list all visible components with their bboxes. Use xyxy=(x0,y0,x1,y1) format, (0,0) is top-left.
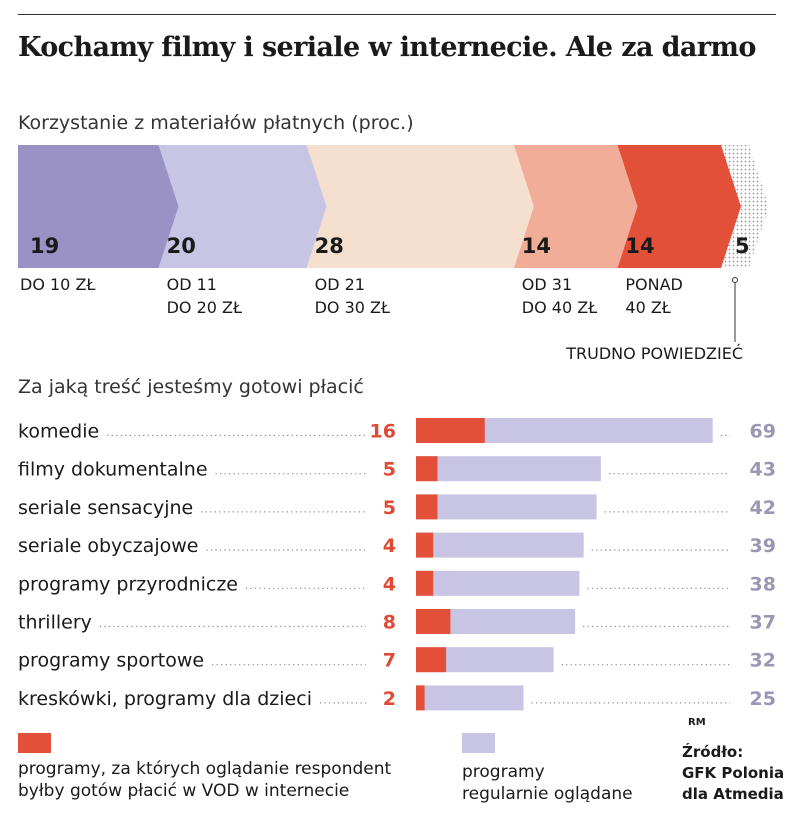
paid-bar xyxy=(416,647,447,673)
category-label: thrillery xyxy=(18,612,92,634)
regular-bar xyxy=(416,532,584,558)
chevron-label: OD 11 xyxy=(167,275,217,294)
callout-dot xyxy=(732,277,738,283)
regular-bar xyxy=(416,685,524,711)
chevron-segment xyxy=(721,145,769,268)
paid-value-label: 8 xyxy=(383,612,396,634)
chart-title: Kochamy filmy i seriale w internecie. Al… xyxy=(18,32,756,63)
source-note: Źródło: xyxy=(682,742,743,761)
chevron-segment xyxy=(513,145,638,268)
paid-value-label: 4 xyxy=(383,535,396,557)
chevron-label: DO 30 ZŁ xyxy=(315,298,390,317)
regular-value-label: 39 xyxy=(750,535,776,557)
top-chart-subtitle: Korzystanie z materiałów płatnych (proc.… xyxy=(18,112,414,134)
regular-value-label: 25 xyxy=(750,688,776,710)
chevron-value: 14 xyxy=(522,234,551,258)
chevron-value: 28 xyxy=(315,234,344,258)
regular-value-label: 43 xyxy=(750,459,776,481)
regular-bar xyxy=(416,494,597,520)
paid-value-label: 7 xyxy=(383,650,396,672)
chevron-label: 40 ZŁ xyxy=(625,298,670,317)
chevron-label: DO 40 ZŁ xyxy=(522,298,597,317)
paid-bar xyxy=(416,609,451,634)
chevron-segment xyxy=(617,145,741,268)
category-label: seriale obyczajowe xyxy=(18,535,198,557)
paid-value-label: 5 xyxy=(383,459,396,481)
paid-value-label: 4 xyxy=(383,573,396,595)
top-rule xyxy=(18,14,776,15)
source-note: dla Atmedia xyxy=(682,785,784,803)
legend-label-paid: byłby gotów płacić w VOD w internecie xyxy=(18,781,349,801)
chevron-segment xyxy=(158,145,327,268)
chevron-label: OD 31 xyxy=(522,275,572,294)
chevron-segment xyxy=(18,145,179,268)
regular-value-label: 32 xyxy=(750,650,776,672)
regular-value-label: 37 xyxy=(750,612,776,634)
paid-bar xyxy=(416,456,438,482)
chevron-label: DO 20 ZŁ xyxy=(167,298,242,317)
paid-bar xyxy=(416,685,425,711)
author-credit: RM xyxy=(688,717,706,728)
legend-swatch-paid xyxy=(18,733,51,753)
legend-label-regular: programy xyxy=(462,762,545,782)
paid-bar xyxy=(416,570,434,596)
chevron-value: 19 xyxy=(30,234,59,258)
regular-bar xyxy=(416,456,601,482)
chevron-segment xyxy=(306,145,534,268)
paid-value-label: 5 xyxy=(383,497,396,519)
chevron-value: 5 xyxy=(735,234,750,258)
chevron-label: TRUDNO POWIEDZIEĆ xyxy=(565,344,743,363)
category-label: seriale sensacyjne xyxy=(18,497,193,519)
paid-bar xyxy=(416,532,434,558)
legend-swatch-regular xyxy=(462,733,495,753)
chevron-value: 20 xyxy=(167,234,196,258)
source-note: GFK Polonia xyxy=(682,764,784,782)
regular-value-label: 42 xyxy=(750,497,776,519)
chevron-value: 14 xyxy=(625,234,654,258)
chevron-label: OD 21 xyxy=(315,275,365,294)
legend-label-regular: regularnie oglądane xyxy=(462,784,633,804)
regular-value-label: 38 xyxy=(750,573,776,595)
regular-value-label: 69 xyxy=(750,421,776,443)
category-label: programy przyrodnicze xyxy=(18,573,238,595)
bottom-chart-subtitle: Za jaką treść jesteśmy gotowi płacić xyxy=(18,376,364,398)
paid-value-label: 2 xyxy=(383,688,396,710)
paid-bar xyxy=(416,418,485,443)
paid-bar xyxy=(416,494,438,520)
paid-value-label: 16 xyxy=(370,421,396,443)
category-label: kreskówki, programy dla dzieci xyxy=(18,688,312,710)
regular-bar xyxy=(416,570,580,596)
category-label: komedie xyxy=(18,421,99,443)
category-label: filmy dokumentalne xyxy=(18,459,208,481)
category-label: programy sportowe xyxy=(18,650,204,672)
chevron-label: DO 10 ZŁ xyxy=(20,275,95,294)
legend-label-paid: programy, za których oglądanie responden… xyxy=(18,759,391,779)
chevron-label: PONAD xyxy=(625,275,682,294)
